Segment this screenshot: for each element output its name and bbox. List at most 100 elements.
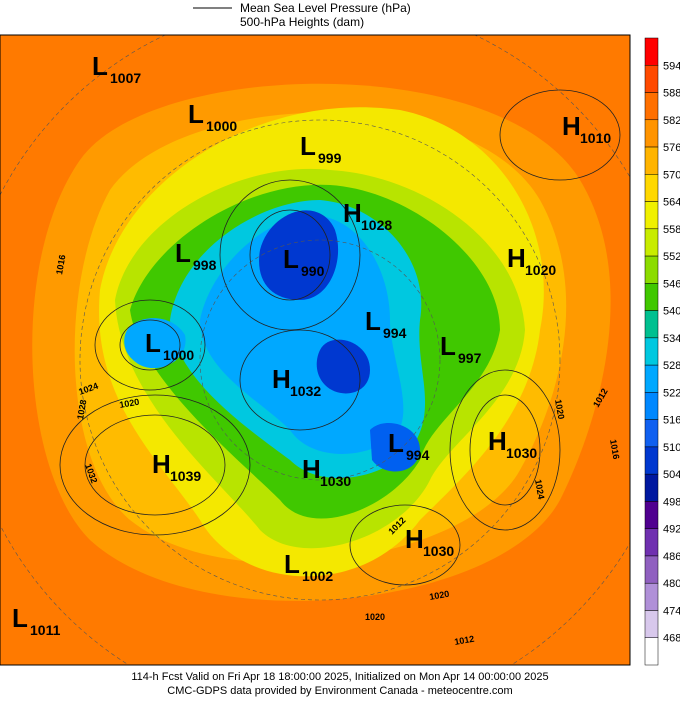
contour-label: 1020 [429,589,450,602]
contour-label: 1024 [533,479,546,500]
colorbar-label: 492 [663,524,680,536]
center-letter: H [488,426,507,456]
colorbar-swatch [644,555,659,584]
center-value: 1000 [163,347,194,363]
pressure-center: L 1000 [188,99,237,134]
center-letter: H [152,449,171,479]
center-value: 1011 [30,622,61,638]
colorbar-swatch [644,610,659,638]
contour-label: 1016 [608,439,621,460]
contour-label: 1020 [119,397,140,410]
colorbar-swatch [644,201,659,230]
colorbar-swatch [644,174,659,202]
center-value: 1028 [361,217,392,233]
center-value: 990 [301,263,325,279]
colorbar-label: 504 [663,469,680,481]
colorbar-label: 516 [663,415,680,427]
center-value: 999 [318,150,342,166]
pressure-center: H 1020 [507,243,556,278]
colorbar-swatch [644,37,659,66]
colorbar-swatch [644,337,659,366]
pressure-center: H 1032 [272,364,321,399]
center-letter: L [365,306,381,336]
colorbar-label: 522 [663,387,680,399]
center-value: 998 [193,257,217,273]
colorbar-swatch [644,419,659,448]
colorbar-swatch [644,392,659,420]
center-letter: L [283,244,299,274]
colorbar-label: 582 [663,115,680,127]
center-value: 1030 [506,445,537,461]
center-value: 1020 [525,262,556,278]
center-letter: L [92,51,108,81]
colorbar-label: 594 [663,60,680,72]
colorbar-swatch [644,446,659,475]
footer-forecast: 114-h Fcst Valid on Fri Apr 18 18:00:00 … [131,671,548,683]
center-letter: L [388,428,404,458]
pressure-center: H 1030 [405,524,454,559]
pressure-center: L 1002 [284,549,333,584]
pressure-center: L 997 [440,331,482,366]
colorbar-label: 552 [663,251,680,263]
colorbar-label: 528 [663,360,680,372]
colorbar-swatch [644,65,659,93]
pressure-center: L 1000 [145,328,194,363]
colorbar-label: 570 [663,169,680,181]
center-value: 1010 [580,130,611,146]
colorbar-swatch [644,528,659,557]
contour-label: 1020 [365,612,385,622]
center-value: 1030 [423,543,454,559]
colorbar-label: 540 [663,306,680,318]
center-letter: H [507,243,526,273]
colorbar-label: 510 [663,442,680,454]
center-value: 994 [406,447,430,463]
pressure-center: L 994 [365,306,407,341]
colorbar-swatch [644,473,659,502]
pressure-center: L 994 [388,428,430,463]
center-letter: L [188,99,204,129]
colorbar-swatch [644,255,659,284]
colorbar-swatch [644,92,659,121]
center-value: 1039 [170,468,201,484]
contour-label: 1016 [54,254,67,275]
center-letter: L [284,549,300,579]
center-letter: H [272,364,291,394]
colorbar-swatch [644,637,659,666]
colorbar-swatch [644,119,659,148]
colorbar: 594 588 582 576 570 564 558 552 546 540 534 528 522 5… [644,37,680,666]
pressure-center: L 1007 [92,51,141,86]
colorbar-label: 468 [663,633,680,645]
center-value: 1007 [110,70,141,86]
colorbar-label: 480 [663,578,680,590]
colorbar-swatch [644,501,659,529]
pressure-center: H 1030 [488,426,537,461]
pressure-center: H 1010 [562,111,611,146]
colorbar-swatch [644,283,659,311]
center-letter: L [175,238,191,268]
center-letter: H [405,524,424,554]
contour-label: 1028 [75,399,88,420]
colorbar-label: 564 [663,197,680,209]
center-letter: L [12,603,28,633]
center-letter: H [343,198,362,228]
contour-label: 1012 [454,634,475,647]
center-value: 997 [458,350,482,366]
center-value: 994 [383,325,407,341]
contour-label: 1020 [553,399,566,420]
map-frame [0,34,631,666]
center-letter: L [300,131,316,161]
center-value: 1032 [290,383,321,399]
pressure-center: H 1039 [152,449,201,484]
colorbar-swatch [644,582,659,611]
colorbar-swatch [644,228,659,257]
colorbar-label: 486 [663,551,680,563]
pressure-center: H 1030 [302,454,351,489]
colorbar-swatch [644,146,659,175]
colorbar-swatch [644,310,659,339]
pressure-center: L 998 [175,238,217,273]
center-value: 1030 [320,473,351,489]
colorbar-label: 534 [663,333,680,345]
